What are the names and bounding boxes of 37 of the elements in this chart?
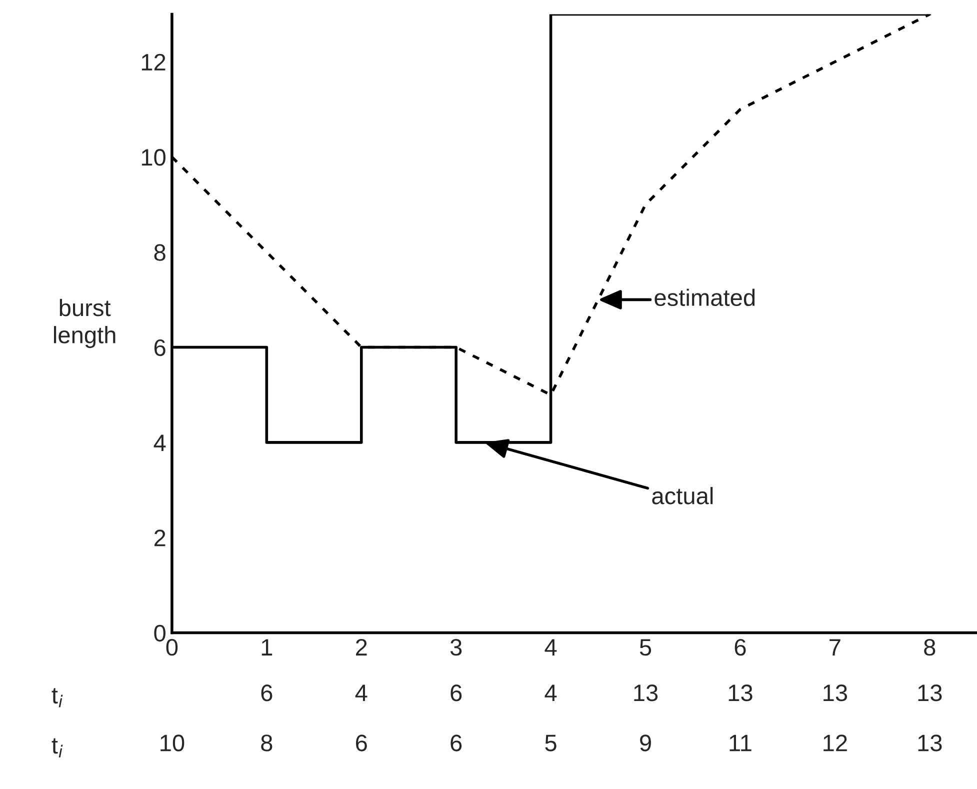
y-tick-label: 8 [154,244,166,261]
y-tick-label: 0 [154,624,166,642]
text: 13 [918,734,942,752]
x-tick-label: 3 [450,638,462,656]
text: 8 [261,734,272,752]
y-tick-label: 2 [154,530,166,546]
category-label: t$_{i}$ [52,738,63,758]
y-tick-label: 10 [142,149,166,166]
x-tick-label: 6 [734,638,746,656]
text: 4 [355,684,368,702]
x-tick-label: 1 [262,639,272,656]
x-tick-label: 5 [640,639,652,656]
text: 6 [450,734,462,752]
text: 6 [261,684,272,702]
text: 5 [545,734,556,752]
x-tick-label: 4 [544,639,557,656]
text: 11 [730,734,752,752]
x-tick-label: 8 [924,638,936,656]
y-tick-label: 12 [142,54,166,70]
text: 13 [634,684,658,702]
text: 9 [640,734,651,752]
text: 13 [728,684,752,702]
y-tick-label: 6 [154,339,166,356]
y-axis-title: burst length [54,298,116,348]
x-tick-label: 7 [830,639,840,656]
text: 6 [450,684,462,702]
text: 13 [824,684,848,702]
x-tick-label: 2 [356,638,367,656]
text: 4 [544,684,557,702]
text: 6 [356,734,367,752]
y-tick-label: 4 [154,434,166,451]
category-label: t$_{i}$ [52,688,63,708]
text: 13 [918,684,942,702]
text: 12 [824,734,847,752]
annotation: estimated [654,288,755,306]
x-tick-label: 0 [166,638,178,656]
annotation: actual [652,486,713,504]
